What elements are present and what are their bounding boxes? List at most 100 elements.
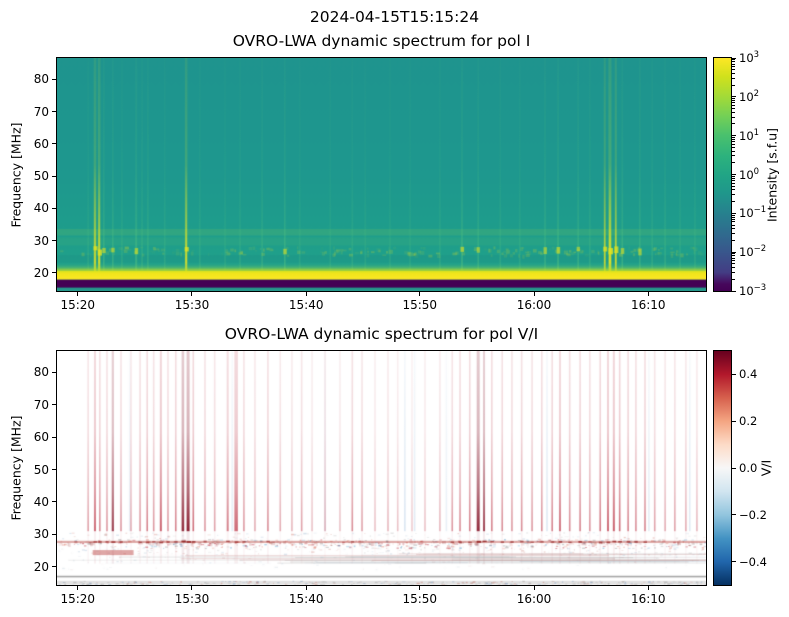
y-tick bbox=[52, 469, 56, 471]
colorbar-minor-tick bbox=[732, 111, 735, 113]
y-tick-label: 80 bbox=[33, 365, 49, 380]
colorbar-minor-tick bbox=[732, 136, 735, 138]
colorbar-minor-tick bbox=[732, 116, 735, 118]
x-tick-label: 15:20 bbox=[60, 592, 96, 606]
colorbar-minor-tick bbox=[732, 104, 735, 106]
y-tick-label: 20 bbox=[33, 559, 49, 574]
x-tick-label: 16:10 bbox=[630, 592, 666, 606]
colorbar-tick-label: 10−3 bbox=[739, 283, 767, 298]
colorbar-minor-tick bbox=[732, 271, 735, 273]
y-tick-label: 40 bbox=[33, 494, 49, 509]
x-tick bbox=[647, 586, 649, 590]
colorbar-minor-tick bbox=[732, 123, 735, 125]
colorbar-minor-tick bbox=[732, 77, 735, 79]
colorbar-minor-tick bbox=[732, 100, 735, 102]
y-tick-label: 30 bbox=[33, 527, 49, 542]
colorbar-minor-tick bbox=[732, 189, 735, 191]
intensity-colorbar bbox=[713, 57, 732, 292]
colorbar-minor-tick bbox=[732, 224, 735, 226]
pol-i-title: OVRO-LWA dynamic spectrum for pol I bbox=[232, 32, 531, 50]
pol-vi-spectrogram-panel bbox=[56, 350, 707, 586]
colorbar-minor-tick bbox=[732, 102, 735, 104]
x-tick-label: 15:40 bbox=[288, 592, 324, 606]
colorbar-tick-label: 103 bbox=[739, 50, 760, 65]
y-tick-label: 70 bbox=[33, 104, 49, 119]
colorbar-minor-tick bbox=[732, 201, 735, 203]
colorbar-minor-tick bbox=[732, 263, 735, 265]
colorbar-tick bbox=[732, 373, 736, 375]
y-tick-label: 80 bbox=[33, 72, 49, 87]
x-tick-label: 15:50 bbox=[402, 592, 438, 606]
y-tick bbox=[52, 143, 56, 145]
x-tick-label: 15:50 bbox=[402, 298, 438, 312]
x-tick bbox=[419, 292, 421, 296]
x-tick-label: 16:00 bbox=[516, 592, 552, 606]
colorbar-minor-tick bbox=[732, 175, 735, 177]
figure-suptitle: 2024-04-15T15:15:24 bbox=[309, 8, 480, 26]
vi-colorbar-label: V/I bbox=[758, 459, 774, 477]
colorbar-tick-label: −0.2 bbox=[739, 507, 767, 522]
colorbar-minor-tick bbox=[732, 155, 735, 157]
y-tick bbox=[52, 78, 56, 80]
y-tick-label: 30 bbox=[33, 233, 49, 248]
x-tick bbox=[305, 292, 307, 296]
colorbar-minor-tick bbox=[732, 146, 735, 148]
y-tick-label: 50 bbox=[33, 169, 49, 184]
colorbar-minor-tick bbox=[732, 253, 735, 255]
y-tick bbox=[52, 566, 56, 568]
pol-vi-title: OVRO-LWA dynamic spectrum for pol V/I bbox=[224, 325, 539, 343]
colorbar-tick bbox=[732, 96, 736, 98]
y-tick bbox=[52, 207, 56, 209]
colorbar-minor-tick bbox=[732, 218, 735, 220]
x-tick-label: 15:40 bbox=[288, 298, 324, 312]
colorbar-minor-tick bbox=[732, 185, 735, 187]
colorbar-minor-tick bbox=[732, 221, 735, 223]
colorbar-minor-tick bbox=[732, 59, 735, 61]
colorbar-tick bbox=[732, 514, 736, 516]
colorbar-minor-tick bbox=[732, 63, 735, 65]
colorbar-tick bbox=[732, 174, 736, 175]
pol-i-heatmap bbox=[57, 58, 706, 291]
colorbar-minor-tick bbox=[732, 177, 735, 179]
colorbar-tick bbox=[732, 290, 736, 292]
colorbar-tick bbox=[732, 420, 736, 422]
y-tick bbox=[52, 175, 56, 177]
y-tick bbox=[52, 240, 56, 242]
x-tick bbox=[533, 586, 535, 590]
colorbar-minor-tick bbox=[732, 141, 735, 143]
colorbar-tick-label: 0.2 bbox=[739, 414, 758, 429]
x-tick bbox=[419, 586, 421, 590]
y-tick-label: 60 bbox=[33, 430, 49, 445]
colorbar-minor-tick bbox=[732, 98, 735, 100]
x-tick bbox=[77, 292, 79, 296]
y-tick bbox=[52, 501, 56, 503]
x-tick-label: 16:10 bbox=[630, 298, 666, 312]
x-tick-label: 15:20 bbox=[60, 298, 96, 312]
colorbar-tick-label: 100 bbox=[739, 166, 760, 182]
colorbar-tick bbox=[732, 57, 736, 59]
colorbar-minor-tick bbox=[732, 182, 735, 184]
colorbar-minor-tick bbox=[732, 278, 735, 280]
colorbar-tick-label: 10−1 bbox=[739, 205, 767, 221]
colorbar-tick bbox=[732, 212, 736, 214]
y-tick bbox=[52, 533, 56, 535]
colorbar-minor-tick bbox=[732, 84, 735, 86]
y-tick-label: 70 bbox=[33, 397, 49, 412]
colorbar-minor-tick bbox=[732, 69, 735, 71]
colorbar-minor-tick bbox=[732, 257, 735, 259]
y-tick bbox=[52, 272, 56, 274]
colorbar-minor-tick bbox=[732, 150, 735, 152]
colorbar-tick-label: 102 bbox=[739, 89, 760, 104]
colorbar-tick bbox=[732, 251, 736, 253]
colorbar-minor-tick bbox=[732, 239, 735, 241]
colorbar-minor-tick bbox=[732, 138, 735, 140]
colorbar-minor-tick bbox=[732, 233, 735, 235]
pol-vi-y-axis-label: Frequency [MHz] bbox=[8, 415, 24, 521]
x-tick-label: 16:00 bbox=[516, 298, 552, 312]
pol-i-y-axis-label: Frequency [MHz] bbox=[8, 122, 24, 228]
vi-colorbar bbox=[713, 350, 732, 586]
x-tick bbox=[77, 586, 79, 590]
colorbar-tick bbox=[732, 467, 736, 469]
x-tick bbox=[191, 292, 193, 296]
y-tick-label: 40 bbox=[33, 201, 49, 216]
